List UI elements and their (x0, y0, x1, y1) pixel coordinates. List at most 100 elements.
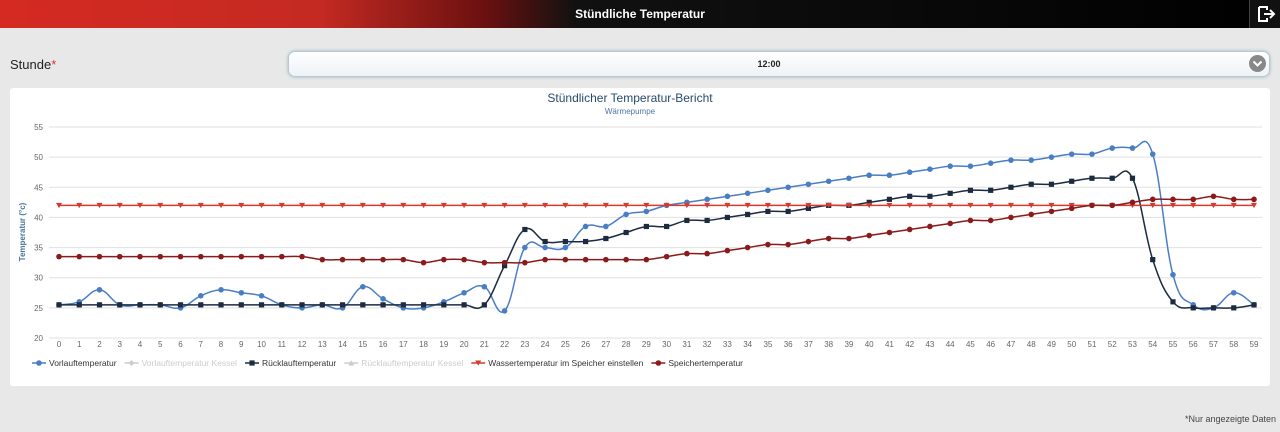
point (987, 160, 994, 166)
point (1068, 151, 1075, 157)
point (926, 202, 933, 209)
legend-label: Vorlauftemperatur (49, 358, 117, 368)
point (1190, 305, 1196, 311)
point (360, 283, 366, 290)
y-tick-label: 50 (34, 153, 43, 162)
point (1008, 157, 1014, 163)
point (238, 289, 245, 296)
x-tick-label: 22 (500, 340, 509, 349)
point (1149, 196, 1156, 203)
point (218, 253, 224, 260)
x-tick-label: 4 (138, 340, 143, 349)
point (420, 202, 427, 209)
point (1028, 181, 1034, 187)
point (481, 259, 488, 266)
field-label: Stunde* (10, 57, 56, 72)
point (1129, 199, 1136, 206)
header: Stündliche Temperatur (0, 0, 1280, 28)
point (218, 202, 225, 209)
point (1048, 154, 1055, 160)
point (683, 202, 690, 209)
point (825, 178, 832, 185)
point (1048, 208, 1055, 215)
point (947, 190, 953, 196)
point (501, 263, 508, 269)
point (542, 202, 549, 209)
legend-label: Speichertemperatur (668, 358, 743, 368)
point (906, 226, 913, 233)
point (643, 256, 650, 263)
y-tick-label: 30 (34, 274, 43, 283)
x-tick-label: 25 (561, 340, 570, 349)
point (522, 244, 528, 251)
point (1190, 202, 1197, 209)
x-tick-label: 42 (905, 340, 914, 349)
point (96, 286, 103, 293)
point (1150, 257, 1156, 263)
point (1170, 271, 1176, 278)
point (76, 302, 82, 308)
point (249, 360, 255, 366)
point (279, 302, 285, 308)
point (1230, 202, 1237, 209)
x-tick-label: 10 (257, 340, 266, 349)
select-value: 12:00 (757, 59, 781, 69)
x-tick-label: 9 (239, 340, 244, 349)
hour-select[interactable]: 12:00 (288, 51, 1270, 77)
point (1089, 151, 1095, 157)
point (441, 256, 447, 263)
point (116, 253, 123, 260)
x-tick-label: 27 (601, 340, 610, 349)
point (785, 202, 792, 209)
point (542, 238, 548, 245)
point (1231, 305, 1237, 311)
point (420, 302, 427, 308)
point (886, 229, 893, 236)
point (724, 202, 731, 209)
point (1230, 196, 1237, 203)
y-tick-label: 55 (34, 123, 43, 132)
point (866, 202, 873, 209)
point (1109, 145, 1116, 151)
point (278, 253, 285, 260)
point (603, 235, 609, 242)
y-tick-label: 40 (34, 213, 43, 222)
point (1190, 196, 1197, 203)
point (36, 360, 42, 366)
point (299, 253, 305, 260)
x-tick-label: 18 (419, 340, 428, 349)
x-tick-label: 2 (97, 340, 102, 349)
point (1008, 214, 1014, 221)
point (1028, 211, 1035, 218)
point (1109, 202, 1116, 209)
select-chevron (1249, 55, 1266, 72)
point (805, 238, 812, 245)
point (116, 202, 123, 209)
point (157, 302, 163, 308)
point (745, 211, 751, 218)
point (258, 202, 265, 209)
point (56, 302, 62, 308)
point (805, 202, 812, 209)
point (562, 244, 569, 251)
logout-button[interactable] (1249, 0, 1280, 28)
point (664, 223, 670, 230)
point (1048, 202, 1055, 209)
point (927, 193, 933, 199)
point (947, 220, 953, 227)
point (177, 202, 184, 209)
point (461, 256, 467, 263)
point (157, 253, 164, 260)
point (258, 302, 265, 308)
point (319, 256, 326, 263)
x-tick-label: 48 (1027, 340, 1036, 349)
point (744, 190, 751, 197)
point (76, 253, 83, 260)
point (1169, 202, 1176, 209)
point (623, 229, 629, 236)
series (56, 140, 1257, 314)
point (96, 302, 103, 308)
x-tick-label: 54 (1148, 340, 1157, 349)
chart-subtitle: Wärmepumpe (605, 107, 656, 116)
legend-label: Vorlauftemperatur Kessel (142, 358, 238, 368)
